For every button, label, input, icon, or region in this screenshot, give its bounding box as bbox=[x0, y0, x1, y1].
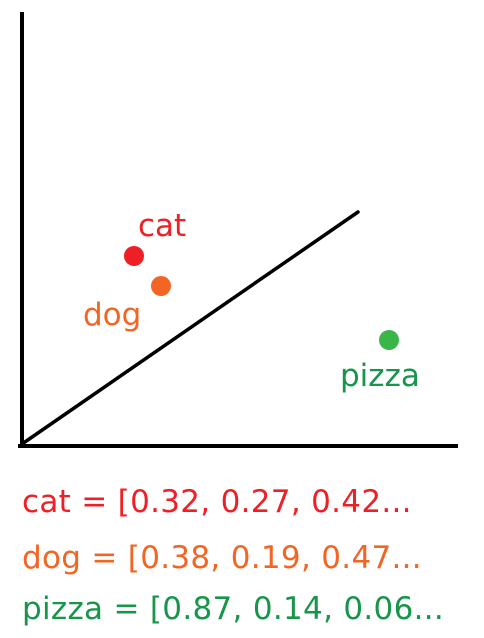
pizza-label: pizza bbox=[340, 358, 420, 394]
pizza-vector-text: pizza = [0.87, 0.14, 0.06... bbox=[22, 591, 445, 627]
dog-point bbox=[151, 276, 171, 296]
dog-vector-text: dog = [0.38, 0.19, 0.47... bbox=[22, 540, 422, 576]
cat-label: cat bbox=[138, 208, 186, 244]
dog-label: dog bbox=[83, 297, 141, 333]
embedding-space-diagram: cat dog pizza bbox=[18, 12, 458, 448]
pizza-point bbox=[379, 330, 399, 350]
separator-line bbox=[20, 210, 360, 446]
cat-vector-text: cat = [0.32, 0.27, 0.42... bbox=[22, 484, 412, 520]
cat-point bbox=[124, 246, 144, 266]
